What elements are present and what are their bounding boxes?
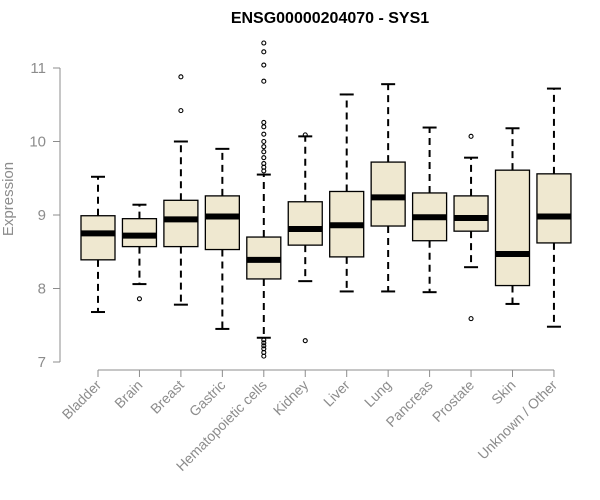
outlier-point [261, 62, 267, 68]
outlier-point [261, 340, 267, 346]
outlier-point [302, 338, 308, 344]
box-skin [494, 127, 531, 305]
box-iqr [80, 215, 116, 261]
outlier-point [261, 337, 267, 343]
box-iqr [287, 201, 323, 246]
box-iqr [204, 195, 241, 251]
outlier-point [261, 343, 267, 349]
outlier-point [468, 133, 474, 139]
outlier-point [302, 132, 308, 138]
box-gastric [204, 147, 241, 330]
x-tick-label: Bladder [59, 377, 105, 423]
box-iqr [370, 161, 406, 227]
box-bladder [80, 175, 116, 314]
outlier-point [261, 144, 267, 150]
outlier-point [261, 346, 267, 352]
x-tick-label: Kidney [270, 377, 312, 419]
outlier-point [468, 316, 474, 322]
outlier-point [261, 119, 267, 125]
outlier-point [261, 131, 267, 137]
x-tick-label: Unknown / Other [474, 377, 560, 463]
box-prostate [453, 133, 489, 322]
box-brain [121, 203, 158, 302]
box-pancreas [411, 126, 448, 294]
box-iqr [453, 195, 489, 232]
box-unknown-other [536, 87, 572, 328]
outlier-point [261, 124, 267, 130]
box-iqr [536, 173, 572, 244]
box-kidney [287, 132, 323, 344]
outlier-point [261, 78, 267, 84]
box-lung [370, 83, 406, 293]
x-tick-label: Brain [111, 377, 145, 411]
outlier-point [178, 74, 184, 80]
y-tick-label: 9 [38, 207, 46, 224]
box-iqr [163, 199, 199, 248]
outlier-point [261, 138, 267, 145]
y-tick-label: 7 [38, 354, 46, 371]
outlier-point [261, 155, 267, 161]
outlier-point [261, 40, 267, 46]
y-tick-label: 10 [29, 134, 46, 151]
outlier-point [261, 149, 267, 155]
y-tick-label: 8 [38, 281, 46, 298]
chart-title: ENSG00000204070 - SYS1 [231, 10, 429, 27]
outlier-point [261, 161, 267, 167]
x-tick-label: Prostate [429, 377, 477, 425]
box-breast [163, 74, 199, 306]
outlier-point [178, 108, 184, 114]
y-axis: 7 8 9 10 11 [29, 60, 61, 371]
x-tick-label: Skin [488, 377, 519, 408]
x-tick-label: Lung [361, 377, 394, 410]
y-axis-label: Expression [0, 162, 17, 236]
y-tick-label: 11 [30, 60, 46, 77]
outlier-point [261, 49, 267, 55]
boxes-group [80, 40, 572, 359]
box-liver [329, 93, 365, 293]
x-tick-label: Liver [320, 377, 353, 410]
x-tick-label: Breast [147, 377, 187, 417]
outlier-point [136, 296, 142, 302]
box-hematopoietic-cells [246, 40, 282, 359]
box-iqr [494, 169, 531, 287]
